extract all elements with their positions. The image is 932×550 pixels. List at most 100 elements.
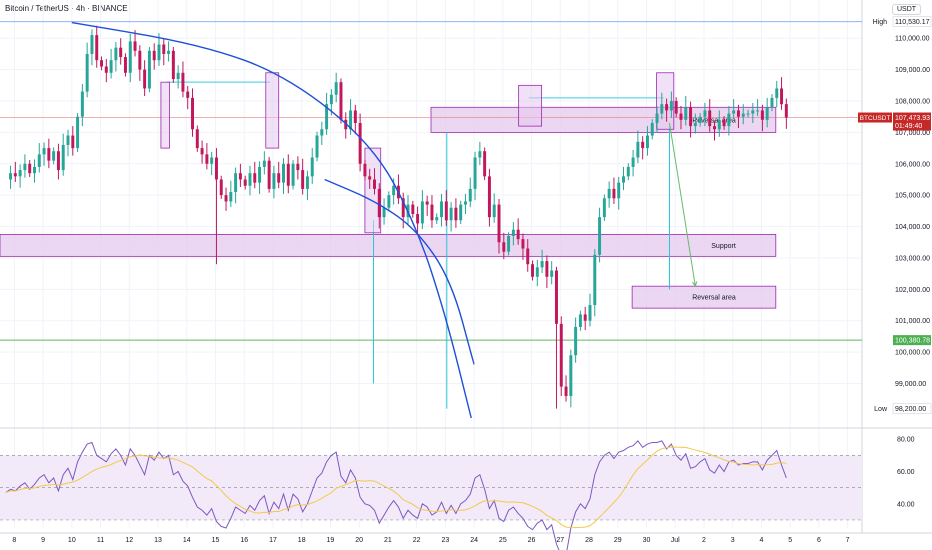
candle-body (602, 198, 606, 218)
candle-body (387, 195, 391, 208)
candle-body (353, 110, 357, 123)
candle-body (636, 141, 640, 158)
candle-body (368, 176, 372, 180)
trend-curve (324, 178, 475, 365)
candle-body (296, 163, 300, 171)
candle-body (47, 148, 51, 161)
time-tick-label: 28 (585, 537, 593, 544)
price-tick-label: 110,000.00 (895, 36, 930, 43)
candle-body (655, 113, 659, 123)
candle-body (248, 173, 252, 186)
candle-body (770, 97, 774, 108)
candle-body (325, 104, 329, 130)
price-axis[interactable]: 99,000.00 100,000.00 101,000.00 102,000.00 1… (858, 16, 932, 509)
candle-body (746, 113, 750, 115)
rsi-pane (0, 440, 862, 550)
rsi-ma-line (5, 446, 787, 529)
candle-body (521, 239, 525, 249)
candle-body (191, 97, 194, 130)
price-tick-label: 103,000.00 (895, 255, 930, 262)
candle-body (713, 126, 716, 130)
candle-body (104, 66, 108, 73)
candle-body (732, 110, 736, 114)
candle-body (559, 323, 563, 387)
candle-body (85, 53, 89, 92)
time-tick-label: 14 (183, 537, 191, 544)
candle-body (531, 264, 535, 277)
candle-body (545, 261, 549, 277)
candle-body (550, 270, 554, 277)
time-axis[interactable]: 8 9 10 11 12 13 14 15 16 17 18 19 20 21 22 23 24 25 26 27 28… (12, 537, 849, 544)
candle-body (28, 163, 32, 174)
candle-body (243, 179, 247, 186)
currency-button[interactable]: USDT (892, 4, 922, 15)
time-tick-label: Jul (671, 537, 680, 544)
candle-body (722, 119, 726, 127)
candle-body (665, 104, 669, 111)
time-tick-label: 12 (125, 537, 133, 544)
time-tick-label: 2 (702, 537, 706, 544)
marker-label: High (873, 19, 888, 26)
candle-body (598, 217, 602, 255)
candle-body (210, 157, 214, 164)
time-tick-label: 19 (327, 537, 335, 544)
candle-body (66, 135, 70, 145)
candle-body (157, 44, 161, 61)
time-tick-label: 13 (154, 537, 162, 544)
time-tick-label: 29 (614, 537, 622, 544)
price-tick-label: 107,000.00 (895, 130, 930, 137)
symbol-badge (858, 112, 892, 123)
time-tick-label: 9 (41, 537, 45, 544)
candle-body (411, 204, 415, 214)
zones: Reversal areaSupportReversal area (0, 106, 777, 309)
price-tick-label: 104,000.00 (895, 224, 930, 231)
candle-body (617, 182, 621, 199)
candle-body (401, 198, 405, 218)
candle-body (95, 35, 99, 61)
candle-body (487, 176, 491, 218)
curves (71, 21, 698, 419)
candle-body (693, 122, 697, 127)
time-tick-label: 17 (269, 537, 277, 544)
candle-body (373, 179, 376, 189)
time-tick-label: 24 (470, 537, 478, 544)
zone-label: Support (711, 243, 736, 250)
candle-body (507, 235, 511, 252)
candle-body (61, 144, 65, 171)
candle-body (540, 261, 544, 268)
zone-label: Reversal area (692, 295, 736, 302)
candle-body (454, 207, 458, 221)
candle-body (320, 129, 324, 136)
marker-value: 98,200.00 (895, 406, 926, 413)
highlight-box (265, 72, 280, 149)
candle-body (760, 110, 764, 120)
candle-body (123, 57, 127, 73)
candle-body (492, 204, 496, 218)
price-tick-label: 108,000.00 (895, 99, 930, 106)
candle-body (416, 214, 420, 224)
candle-body (478, 151, 482, 158)
time-tick-label: 30 (643, 537, 651, 544)
current-price-box (893, 112, 931, 131)
time-tick-label: 20 (355, 537, 363, 544)
candle-body (775, 88, 779, 98)
time-tick-label: 15 (212, 537, 220, 544)
highlight-box (656, 72, 675, 130)
candle-body (329, 94, 333, 105)
candle-body (13, 173, 17, 177)
candle-body (32, 166, 36, 174)
time-tick-label: 21 (384, 537, 392, 544)
candle-body (219, 179, 223, 196)
time-tick-label: 4 (759, 537, 763, 544)
candle-body (708, 110, 712, 127)
candle-body (143, 69, 147, 89)
candle-body (612, 188, 616, 199)
candle-body (23, 163, 27, 171)
zone-box (0, 233, 777, 257)
rsi-tick-label: 40.00 (897, 501, 915, 508)
candle-body (784, 104, 788, 118)
candle-body (425, 201, 429, 205)
time-tick-label: 7 (846, 537, 850, 544)
candle-body (526, 248, 530, 265)
